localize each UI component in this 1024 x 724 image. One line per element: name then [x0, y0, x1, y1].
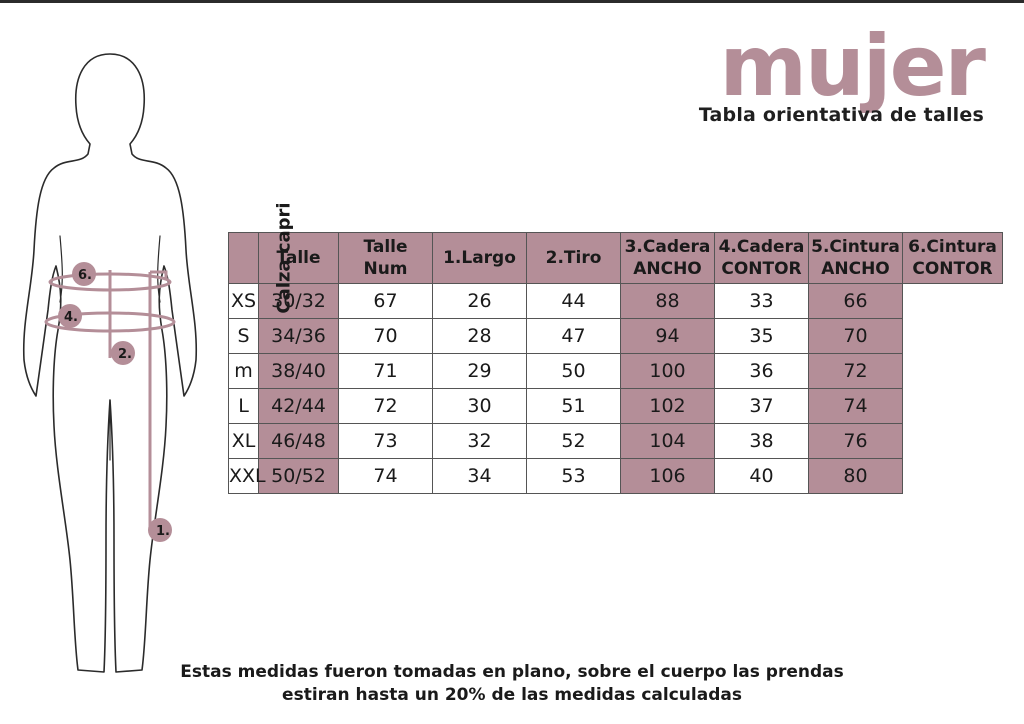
header-cintura-contor: 6.Cintura CONTOR [902, 232, 1003, 284]
cell-cadera-contor: 100 [620, 353, 715, 389]
marker-1 [148, 518, 172, 542]
cell-tiro: 28 [432, 318, 527, 354]
disclaimer-line-1: Estas medidas fueron tomadas en plano, s… [180, 662, 844, 682]
cell-cadera-contor: 106 [620, 458, 715, 494]
cell-cadera-ancho: 47 [526, 318, 621, 354]
page-title: mujer [719, 17, 986, 115]
marker-6 [72, 262, 96, 286]
marker-2 [111, 341, 135, 365]
cell-talle: m [228, 353, 259, 389]
cell-cadera-contor: 94 [620, 318, 715, 354]
cell-cintura-ancho: 37 [714, 388, 809, 424]
body-figure: 6. 4. 2. 1. [22, 53, 198, 673]
cell-cintura-ancho: 35 [714, 318, 809, 354]
cell-largo: 73 [338, 423, 433, 459]
cell-talle: L [228, 388, 259, 424]
cell-cadera-ancho: 53 [526, 458, 621, 494]
table-row: XXL 50/52 74 34 53 106 40 80 [228, 458, 1003, 494]
cell-talle-num: 38/40 [258, 353, 339, 389]
table-row: m 38/40 71 29 50 100 36 72 [228, 353, 1003, 389]
table-row: XL 46/48 73 32 52 104 38 76 [228, 423, 1003, 459]
header-cintura-ancho: 5.Cintura ANCHO [808, 232, 903, 284]
header-cadera-ancho: 3.Cadera ANCHO [620, 232, 715, 284]
cell-talle-num: 34/36 [258, 318, 339, 354]
marker-6-label: 6. [78, 268, 92, 283]
cell-cadera-ancho: 50 [526, 353, 621, 389]
marker-4-label: 4. [64, 310, 78, 325]
disclaimer-line-2: estiran hasta un 20% de las medidas calc… [282, 685, 742, 705]
marker-4 [58, 304, 82, 328]
page-subtitle: Tabla orientativa de talles [698, 104, 984, 126]
cell-talle-num: 46/48 [258, 423, 339, 459]
cell-tiro: 29 [432, 353, 527, 389]
cell-tiro: 32 [432, 423, 527, 459]
header-largo: 1.Largo [432, 232, 527, 284]
header-tiro: 2.Tiro [526, 232, 621, 284]
table-header-row: Calza capri Talle Talle Num 1.Largo 2.Tir… [228, 202, 1003, 314]
cell-largo: 71 [338, 353, 433, 389]
cell-cintura-ancho: 36 [714, 353, 809, 389]
cell-talle: XXL [228, 458, 266, 494]
marker-2-label: 2. [118, 347, 132, 362]
cell-cadera-contor: 88 [620, 283, 715, 319]
cell-cintura-contor: 72 [808, 353, 903, 389]
cell-tiro: 26 [432, 283, 527, 319]
cell-cintura-contor: 80 [808, 458, 903, 494]
length-line-top [150, 270, 168, 280]
cell-talle: XS [228, 283, 259, 319]
cell-tiro: 34 [432, 458, 527, 494]
size-table: Calza capri Talle Talle Num 1.Largo 2.Tir… [228, 202, 1003, 494]
product-label-cell: Calza capri [228, 202, 295, 314]
cell-talle-num: 50/52 [258, 458, 339, 494]
table-row: XS 30/32 67 26 44 88 33 66 [228, 283, 1003, 319]
header-talle: Talle [258, 232, 339, 284]
right-arm-line [157, 235, 161, 303]
cell-largo: 74 [338, 458, 433, 494]
cell-talle: S [228, 318, 259, 354]
product-label: Calza capri [273, 202, 295, 314]
cell-cintura-ancho: 38 [714, 423, 809, 459]
cell-largo: 72 [338, 388, 433, 424]
cell-talle-num: 42/44 [258, 388, 339, 424]
top-border [0, 0, 1024, 3]
cell-cintura-contor: 74 [808, 388, 903, 424]
body-silhouette [22, 53, 198, 673]
cell-largo: 70 [338, 318, 433, 354]
cell-cadera-contor: 102 [620, 388, 715, 424]
cell-cadera-ancho: 52 [526, 423, 621, 459]
cell-cintura-ancho: 33 [714, 283, 809, 319]
header-cadera-contor: 4.Cadera CONTOR [714, 232, 809, 284]
table-row: S 34/36 70 28 47 94 35 70 [228, 318, 1003, 354]
cell-cintura-ancho: 40 [714, 458, 809, 494]
marker-1-label: 1. [156, 524, 170, 539]
cell-cintura-contor: 66 [808, 283, 903, 319]
cell-cadera-ancho: 44 [526, 283, 621, 319]
cell-talle-num: 30/32 [258, 283, 339, 319]
table-row: L 42/44 72 30 51 102 37 74 [228, 388, 1003, 424]
header-talle-num: Talle Num [338, 232, 433, 284]
cell-largo: 67 [338, 283, 433, 319]
cell-tiro: 30 [432, 388, 527, 424]
cell-cadera-contor: 104 [620, 423, 715, 459]
cell-cintura-contor: 70 [808, 318, 903, 354]
cell-talle: XL [228, 423, 259, 459]
cell-cintura-contor: 76 [808, 423, 903, 459]
cell-cadera-ancho: 51 [526, 388, 621, 424]
left-arm-line [59, 235, 63, 303]
